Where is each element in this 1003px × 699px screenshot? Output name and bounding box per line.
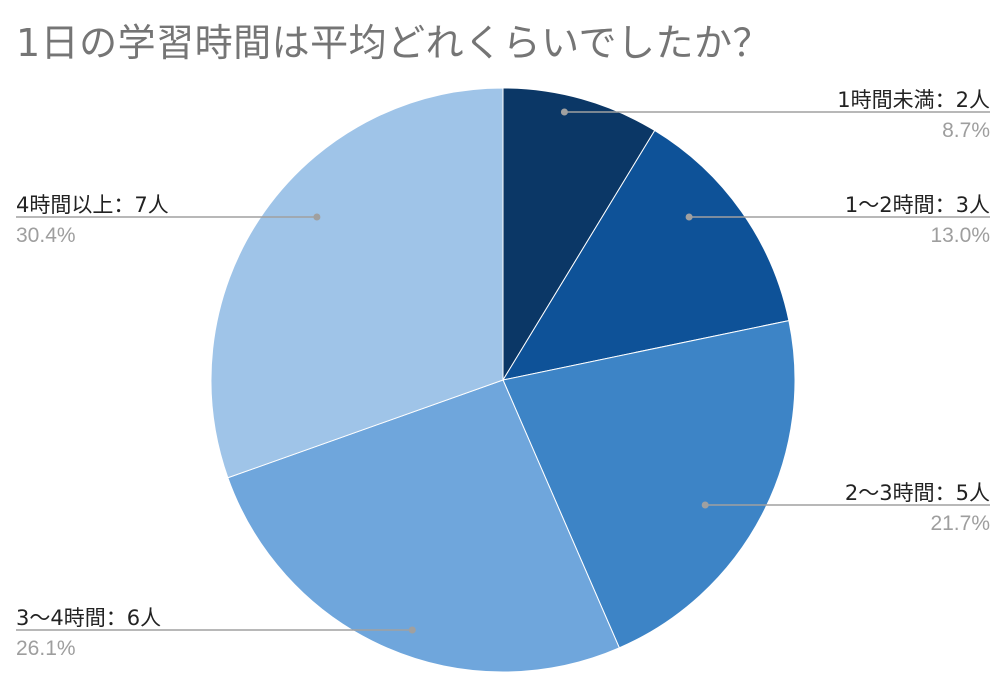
leader-dot-3 xyxy=(701,501,709,509)
leader-lines xyxy=(16,108,990,634)
chart-title: 1日の学習時間は平均どれくらいでしたか？ xyxy=(16,21,772,65)
slice-labels: 1時間未満：2人 8.7% 1〜2時間：3人 13.0% 2〜3時間：5人 21.7% 3〜… xyxy=(16,88,990,660)
pie-slice-1 xyxy=(502,87,656,382)
slice-label-2: 1〜2時間：3人 xyxy=(845,193,990,217)
pie-slices xyxy=(210,87,796,673)
slice-label-1: 1時間未満：2人 xyxy=(837,88,990,112)
pie-slice-3 xyxy=(502,319,796,649)
leader-dot-1 xyxy=(560,108,568,116)
slice-label-5: 4時間以上：7人 xyxy=(16,193,169,217)
leader-dot-4 xyxy=(408,626,416,634)
slice-percent-2: 13.0% xyxy=(930,224,990,247)
pie-slice-2 xyxy=(501,129,790,381)
slice-percent-3: 21.7% xyxy=(930,512,990,535)
leader-dot-5 xyxy=(313,213,321,221)
slice-label-4: 3〜4時間：6人 xyxy=(16,606,161,630)
slice-label-3: 2〜3時間：5人 xyxy=(845,481,990,505)
pie-slice-5 xyxy=(210,87,504,479)
slice-percent-5: 30.4% xyxy=(16,224,76,247)
slice-percent-4: 26.1% xyxy=(16,637,76,660)
slice-percent-1: 8.7% xyxy=(942,119,990,142)
leader-dot-2 xyxy=(685,213,693,221)
pie-slice-4 xyxy=(227,379,620,673)
